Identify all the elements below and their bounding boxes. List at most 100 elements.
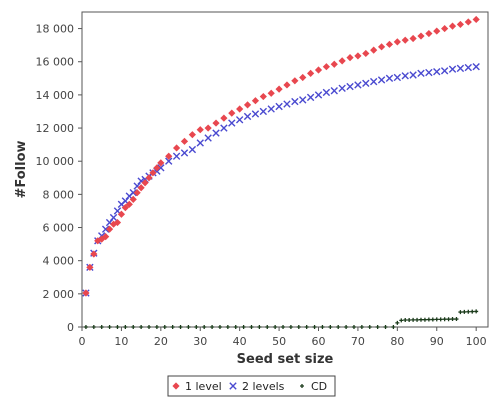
x-tick-label: 30 bbox=[193, 335, 207, 348]
y-tick-label: 16 000 bbox=[36, 56, 75, 69]
2-levels-point bbox=[401, 72, 409, 80]
1-level-point bbox=[362, 49, 370, 58]
2-levels-point bbox=[377, 76, 386, 84]
cd-point bbox=[415, 317, 420, 322]
y-tick-label: 6 000 bbox=[43, 222, 75, 235]
cd-point bbox=[273, 325, 278, 329]
1-level-point bbox=[228, 109, 236, 117]
cd-point bbox=[442, 317, 447, 322]
1-level-point bbox=[448, 22, 457, 30]
cd-point bbox=[257, 325, 262, 329]
2-levels-point bbox=[172, 152, 181, 160]
1-level-point bbox=[236, 105, 244, 113]
x-tick-label: 60 bbox=[312, 335, 326, 348]
2-levels-point bbox=[338, 84, 346, 92]
2-levels-point bbox=[354, 81, 362, 89]
1-level-point bbox=[346, 53, 354, 62]
2-levels-point bbox=[425, 68, 433, 77]
1-level-point bbox=[322, 63, 330, 71]
y-axis: 0 2 000 4 000 6 000 8 000 10 000 12 000 14 000 1… bbox=[36, 23, 82, 334]
2-levels-point bbox=[464, 63, 472, 72]
cd-point bbox=[202, 325, 207, 329]
cd-point bbox=[265, 325, 270, 329]
2-levels-point bbox=[448, 65, 457, 73]
cd-point bbox=[399, 318, 404, 323]
legend: 1 level 2 levels CD bbox=[167, 375, 336, 397]
cd-point bbox=[422, 317, 427, 322]
2-levels-point bbox=[204, 134, 212, 142]
cd-point bbox=[225, 325, 230, 329]
2-levels-point bbox=[291, 97, 299, 106]
y-axis-title: #Follow bbox=[14, 140, 29, 198]
plot-area bbox=[81, 11, 489, 328]
2-levels-point bbox=[251, 110, 260, 118]
series-2-levels bbox=[82, 63, 480, 297]
cd-point bbox=[430, 317, 435, 322]
y-tick-label: 0 bbox=[67, 321, 74, 334]
2-levels-point bbox=[456, 64, 465, 73]
cd-point bbox=[375, 325, 380, 329]
2-levels-point bbox=[393, 73, 402, 82]
2-levels-point bbox=[330, 87, 338, 95]
cd-point bbox=[83, 325, 88, 329]
cd-point bbox=[328, 325, 333, 329]
cd-point bbox=[91, 325, 96, 329]
1-level-point bbox=[133, 189, 141, 197]
y-tick-label: 18 000 bbox=[36, 23, 75, 36]
y-tick-label: 2 000 bbox=[43, 288, 75, 301]
legend-box bbox=[167, 375, 336, 397]
cd-point bbox=[210, 325, 215, 329]
cd-point bbox=[281, 325, 286, 329]
data-marks bbox=[82, 15, 480, 329]
cd-point bbox=[367, 325, 372, 329]
cd-point bbox=[194, 325, 199, 329]
2-levels-point bbox=[129, 189, 137, 197]
1-level-point bbox=[307, 69, 315, 77]
cd-point bbox=[466, 309, 471, 314]
1-level-point bbox=[291, 77, 299, 85]
2-levels-point bbox=[472, 63, 480, 71]
cd-point bbox=[411, 317, 416, 322]
1-level-point bbox=[121, 204, 129, 212]
y-tick-label: 12 000 bbox=[36, 122, 75, 135]
2-levels-point bbox=[228, 119, 236, 127]
cd-point bbox=[217, 325, 222, 329]
1-level-point bbox=[259, 92, 267, 101]
1-level-point bbox=[401, 36, 409, 44]
1-level-point bbox=[267, 89, 275, 97]
1-level-point bbox=[157, 159, 165, 167]
y-tick-label: 14 000 bbox=[36, 89, 75, 102]
cd-point bbox=[241, 325, 246, 329]
cd-point bbox=[383, 325, 388, 329]
x-tick-label: 40 bbox=[233, 335, 247, 348]
cd-point bbox=[170, 325, 175, 329]
1-level-point bbox=[109, 220, 118, 228]
1-level-point bbox=[243, 101, 252, 109]
series-1-level bbox=[82, 15, 480, 297]
1-level-point bbox=[393, 38, 401, 46]
cd-point bbox=[178, 325, 183, 329]
cd-point bbox=[407, 318, 412, 323]
1-level-point bbox=[212, 119, 220, 127]
2-levels-point bbox=[243, 112, 252, 121]
cd-point bbox=[351, 325, 356, 329]
1-level-point bbox=[370, 46, 378, 54]
1-level-point bbox=[141, 179, 149, 187]
cd-point bbox=[249, 325, 254, 329]
1-level-point bbox=[472, 15, 480, 24]
2-levels-point bbox=[346, 82, 354, 91]
1-level-point bbox=[220, 114, 228, 122]
1-level-point bbox=[354, 52, 362, 60]
cd-point bbox=[403, 318, 408, 323]
1-level-point bbox=[173, 144, 181, 152]
cd-point bbox=[154, 325, 159, 329]
2-levels-point bbox=[409, 71, 417, 79]
cd-point bbox=[131, 325, 136, 329]
cd-point bbox=[434, 317, 439, 322]
2-levels-point bbox=[235, 116, 244, 124]
2-levels-point bbox=[157, 164, 165, 172]
legend-label: CD bbox=[311, 380, 327, 393]
legend-marker bbox=[300, 384, 304, 388]
x-tick-label: 20 bbox=[154, 335, 168, 348]
cd-point bbox=[115, 325, 120, 329]
